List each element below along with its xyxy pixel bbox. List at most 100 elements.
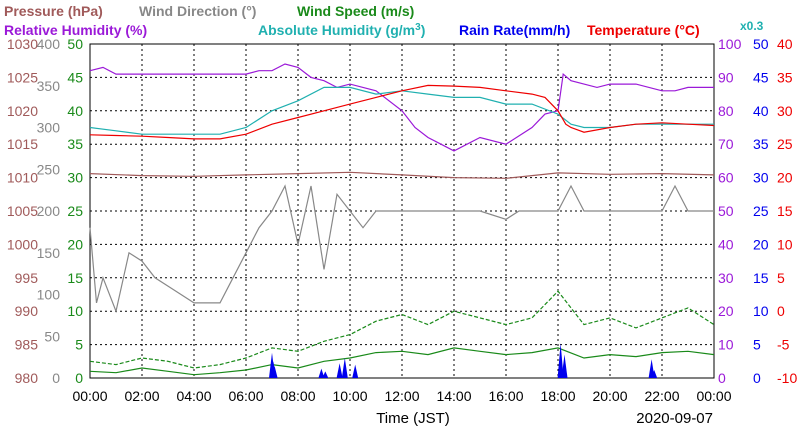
- y-tick-label-humidity: 50: [718, 203, 734, 219]
- y-tick-label-pressure: 1010: [7, 170, 38, 186]
- x-tick-label: 08:00: [280, 388, 315, 404]
- y-tick-label-wind-direction: 350: [37, 78, 61, 94]
- y-tick-label-wind-direction: 0: [52, 370, 60, 386]
- y-tick-label-wind-direction: 400: [37, 36, 61, 52]
- chart-date: 2020-09-07: [636, 410, 713, 427]
- y-tick-label-pressure: 1030: [7, 36, 38, 52]
- y-tick-label-rain-rate: 10: [753, 303, 769, 319]
- rain-rate-spike: [561, 354, 568, 378]
- y-tick-label-pressure: 990: [15, 303, 39, 319]
- x-tick-label: 04:00: [176, 388, 211, 404]
- y-tick-label-humidity: 90: [718, 69, 734, 85]
- y-tick-label-rain-rate: 5: [753, 337, 761, 353]
- x-tick-label: 06:00: [228, 388, 263, 404]
- y-tick-label-pressure: 1020: [7, 103, 38, 119]
- y-tick-label-wind-speed: 0: [75, 370, 83, 386]
- y-tick-label-pressure: 1025: [7, 69, 38, 85]
- y-tick-label-humidity: 70: [718, 136, 734, 152]
- y-tick-label-wind-direction: 150: [37, 245, 61, 261]
- rain-rate-spike: [271, 365, 278, 378]
- rain-scale-note: x0.3: [740, 19, 764, 33]
- y-tick-label-wind-speed: 20: [67, 236, 83, 252]
- y-tick-label-wind-direction: 250: [37, 161, 61, 177]
- series-line-wind-gust-m-s: [89, 290, 715, 369]
- legend-wind-direction: Wind Direction (°): [139, 3, 256, 19]
- y-tick-label-wind-speed: 50: [67, 36, 83, 52]
- y-tick-label-wind-direction: 50: [44, 328, 60, 344]
- x-tick-label: 20:00: [592, 388, 627, 404]
- legend-wind-speed: Wind Speed (m/s): [297, 3, 414, 19]
- y-tick-label-rain-rate: 25: [753, 203, 769, 219]
- rain-rate-spike: [322, 371, 329, 378]
- y-tick-label-rain-rate: 50: [753, 36, 769, 52]
- x-tick-label: 00:00: [72, 388, 107, 404]
- y-tick-label-pressure: 1000: [7, 236, 38, 252]
- y-tick-label-wind-speed: 35: [67, 136, 83, 152]
- y-tick-label-humidity: 100: [718, 36, 742, 52]
- y-tick-label-temperature: 25: [777, 136, 793, 152]
- y-tick-label-wind-direction: 100: [37, 287, 61, 303]
- series-line-relative-humidity: [89, 63, 714, 152]
- x-tick-label: 12:00: [384, 388, 419, 404]
- x-tick-label: 10:00: [332, 388, 367, 404]
- y-tick-label-temperature: 5: [777, 270, 785, 286]
- rain-rate-spike: [352, 364, 359, 378]
- rain-rate-spike: [557, 343, 564, 378]
- rain-rate-spike: [341, 357, 348, 378]
- y-tick-label-wind-speed: 15: [67, 270, 83, 286]
- y-tick-label-pressure: 980: [15, 370, 39, 386]
- y-tick-label-humidity: 0: [718, 370, 726, 386]
- rain-rate-spike: [318, 368, 325, 378]
- x-tick-label: 14:00: [436, 388, 471, 404]
- series-line-absolute-humidity-g-m3: [89, 86, 714, 135]
- y-tick-label-rain-rate: 35: [753, 136, 769, 152]
- series-line-pressure-hpa: [89, 171, 715, 179]
- y-tick-label-temperature: -5: [777, 337, 790, 353]
- rain-rate-spike: [651, 369, 658, 378]
- x-tick-label: 16:00: [488, 388, 523, 404]
- y-tick-label-humidity: 60: [718, 170, 734, 186]
- y-tick-label-humidity: 20: [718, 303, 734, 319]
- y-tick-label-temperature: 30: [777, 103, 793, 119]
- series-layer: [89, 63, 715, 378]
- series-line-wind-speed-m-s: [89, 347, 715, 376]
- x-tick-label: 02:00: [124, 388, 159, 404]
- y-tick-label-pressure: 1005: [7, 203, 38, 219]
- y-tick-label-wind-direction: 200: [37, 203, 61, 219]
- y-tick-label-rain-rate: 40: [753, 103, 769, 119]
- y-tick-label-temperature: 15: [777, 203, 793, 219]
- y-tick-label-wind-speed: 45: [67, 69, 83, 85]
- y-tick-label-wind-direction: 300: [37, 120, 61, 136]
- y-tick-label-humidity: 80: [718, 103, 734, 119]
- y-tick-label-temperature: 35: [777, 69, 793, 85]
- x-tick-label: 18:00: [540, 388, 575, 404]
- y-tick-label-rain-rate: 15: [753, 270, 769, 286]
- y-tick-label-wind-speed: 5: [75, 337, 83, 353]
- y-tick-label-temperature: 20: [777, 170, 793, 186]
- y-tick-label-temperature: 0: [777, 303, 785, 319]
- y-tick-label-humidity: 30: [718, 270, 734, 286]
- x-tick-label: 00:00: [696, 388, 731, 404]
- x-tick-label: 22:00: [644, 388, 679, 404]
- y-tick-label-rain-rate: 30: [753, 170, 769, 186]
- y-tick-label-rain-rate: 0: [753, 370, 761, 386]
- y-tick-label-rain-rate: 45: [753, 69, 769, 85]
- y-tick-label-humidity: 10: [718, 337, 734, 353]
- y-tick-label-wind-speed: 30: [67, 170, 83, 186]
- rain-rate-spike: [336, 363, 343, 378]
- y-tick-label-wind-speed: 40: [67, 103, 83, 119]
- legend-relative-humidity: Relative Humidity (%): [4, 22, 147, 38]
- legend-temperature: Temperature (°C): [587, 22, 700, 38]
- y-tick-label-rain-rate: 20: [753, 236, 769, 252]
- y-tick-label-temperature: -10: [777, 370, 797, 386]
- y-tick-label-pressure: 995: [15, 270, 39, 286]
- y-tick-label-pressure: 1015: [7, 136, 38, 152]
- y-tick-label-humidity: 40: [718, 236, 734, 252]
- series-line-temperature-c: [89, 84, 715, 140]
- y-tick-label-temperature: 10: [777, 236, 793, 252]
- y-tick-label-wind-speed: 10: [67, 303, 83, 319]
- legend-absolute-humidity: Absolute Humidity (g/m3): [258, 22, 425, 38]
- x-axis-label: Time (JST): [376, 410, 450, 427]
- y-tick-label-pressure: 985: [15, 337, 39, 353]
